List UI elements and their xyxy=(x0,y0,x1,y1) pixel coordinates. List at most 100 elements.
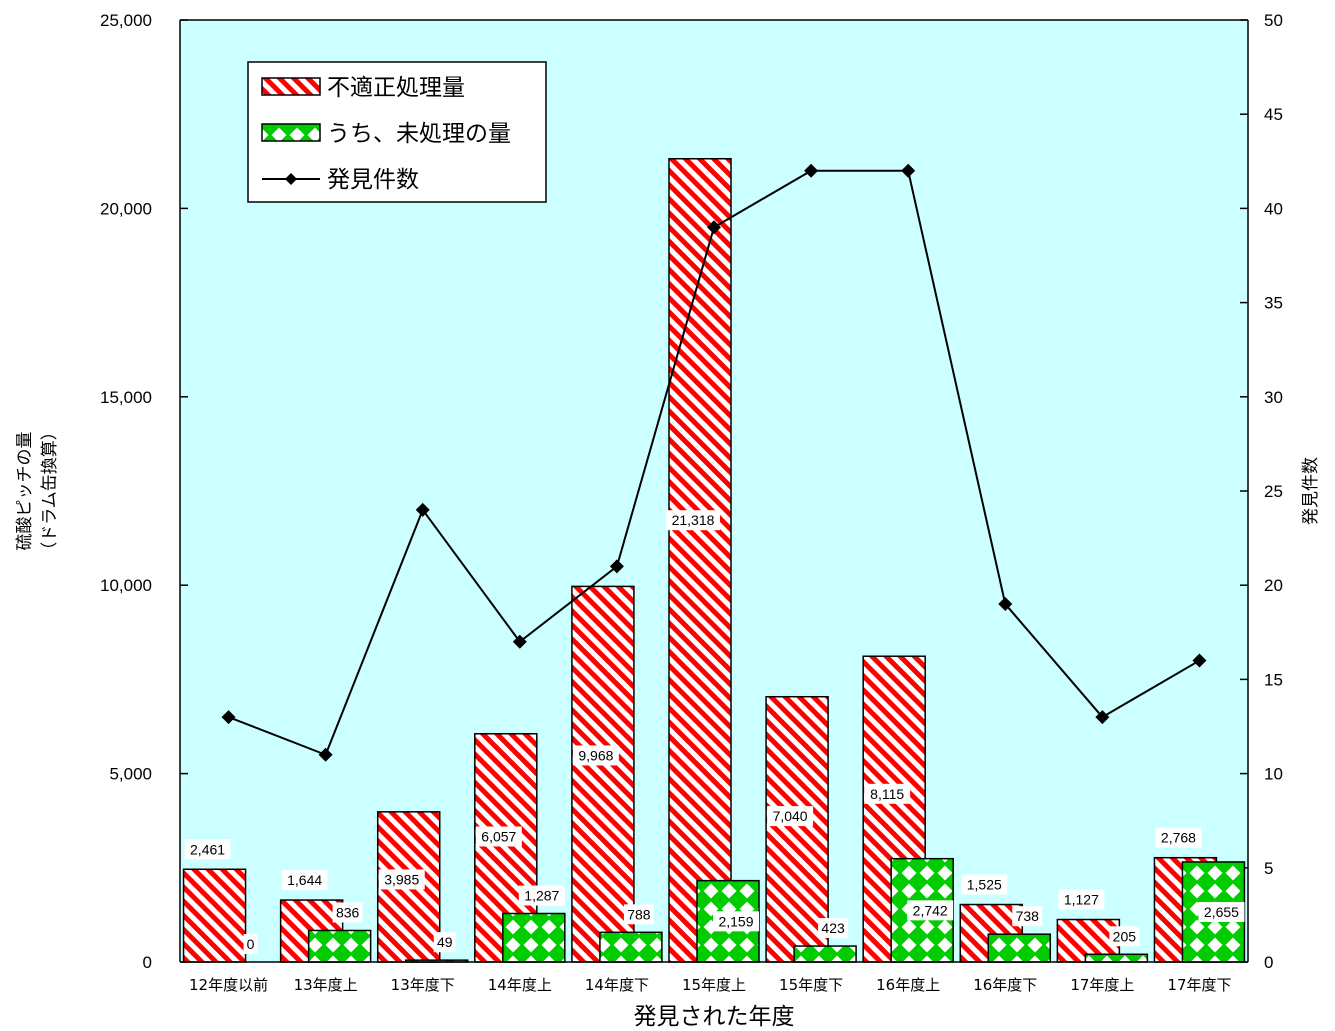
count-point xyxy=(1095,710,1110,725)
left-axis-ticks: 0 5,000 10,000 15,000 20,000 25,000 xyxy=(100,11,188,972)
data-label: 205 xyxy=(1113,928,1137,944)
data-label: 21,318 xyxy=(672,512,715,528)
category-label: 15年度上 xyxy=(682,976,746,994)
count-point xyxy=(415,502,430,517)
legend-diamond-marker xyxy=(285,173,297,185)
legend-label-untreated: うち、未処理の量 xyxy=(327,121,511,147)
count-point xyxy=(901,163,916,178)
data-label: 1,525 xyxy=(967,877,1002,893)
data-label: 9,968 xyxy=(578,747,613,763)
data-label-box xyxy=(281,870,328,891)
bar-untreated xyxy=(502,912,566,963)
right-tick-label: 10 xyxy=(1264,765,1283,784)
right-tick-label: 15 xyxy=(1264,670,1283,689)
count-point xyxy=(707,220,721,235)
data-label-box xyxy=(1155,827,1202,848)
category-label: 14年度上 xyxy=(488,976,552,994)
data-label-box xyxy=(907,900,954,921)
y2-axis-title: 発見件数 xyxy=(1301,457,1321,525)
data-label-box xyxy=(433,932,456,953)
count-point xyxy=(1192,653,1207,668)
count-point xyxy=(221,710,236,725)
count-point xyxy=(318,747,333,762)
category-label: 13年度上 xyxy=(294,976,358,994)
data-label-box xyxy=(767,806,814,827)
data-label: 6,057 xyxy=(481,828,516,844)
data-label-box xyxy=(518,885,565,906)
y-axis-title: 硫酸ピッチの量 xyxy=(15,432,35,551)
y-axis-subtitle: （ドラム缶換算） xyxy=(40,423,60,559)
right-tick-label: 5 xyxy=(1264,859,1273,878)
count-point xyxy=(609,559,624,574)
right-tick-label: 45 xyxy=(1264,105,1283,124)
right-tick-label: 40 xyxy=(1264,199,1283,218)
data-label-box xyxy=(475,826,522,847)
category-label: 17年度下 xyxy=(1167,976,1231,994)
category-labels: 12年度以前 13年度上 13年度下 14年度上 14年度下 15年度上 15年度下 16年度… xyxy=(189,976,1232,994)
data-label-box xyxy=(864,783,911,804)
bar-total xyxy=(571,585,635,963)
left-tick-label: 15,000 xyxy=(100,388,152,407)
count-point xyxy=(512,634,527,649)
category-label: 17年度上 xyxy=(1070,976,1134,994)
x-axis-title: 発見された年度 xyxy=(634,1004,795,1030)
data-label-box xyxy=(713,911,759,932)
data-label-box xyxy=(961,874,1008,895)
right-tick-label: 0 xyxy=(1264,953,1273,972)
right-tick-label: 20 xyxy=(1264,576,1283,595)
left-tick-label: 5,000 xyxy=(109,765,152,784)
left-tick-label: 10,000 xyxy=(100,576,152,595)
data-label-box xyxy=(184,839,231,860)
legend-label-count: 発見件数 xyxy=(327,167,419,193)
legend-swatch-stripes xyxy=(261,77,321,96)
data-label: 49 xyxy=(437,934,453,950)
data-label-box xyxy=(1058,889,1105,910)
data-label: 738 xyxy=(1016,908,1040,924)
data-label-box xyxy=(623,904,654,925)
category-label: 14年度下 xyxy=(585,976,649,994)
left-tick-label: 25,000 xyxy=(100,11,152,30)
right-tick-label: 35 xyxy=(1264,294,1283,313)
data-label: 2,655 xyxy=(1204,904,1239,920)
bar-total xyxy=(182,868,247,963)
bar-total xyxy=(765,695,829,963)
count-point xyxy=(804,163,819,178)
data-label: 2,768 xyxy=(1161,830,1196,846)
data-label: 2,159 xyxy=(718,913,753,929)
data-label: 788 xyxy=(627,906,651,922)
data-label-box xyxy=(666,510,720,531)
left-tick-label: 0 xyxy=(143,953,152,972)
bar-untreated xyxy=(793,945,857,963)
data-label: 423 xyxy=(821,920,845,936)
data-label: 0 xyxy=(247,936,255,952)
category-label: 16年度上 xyxy=(876,976,940,994)
category-label: 15年度下 xyxy=(779,976,843,994)
data-label: 1,644 xyxy=(287,872,322,888)
data-label: 2,742 xyxy=(913,902,948,918)
data-label-box xyxy=(1012,906,1043,927)
count-point xyxy=(998,597,1013,612)
data-label: 2,461 xyxy=(190,841,225,857)
legend-label-total: 不適正処理量 xyxy=(327,75,465,101)
data-label-box xyxy=(378,869,425,890)
data-label: 836 xyxy=(336,904,360,920)
data-label-box xyxy=(332,902,363,923)
data-label: 3,985 xyxy=(384,871,419,887)
right-axis-ticks: 0 5 10 15 20 25 30 35 40 45 50 xyxy=(1240,11,1283,972)
data-label-box xyxy=(1109,926,1140,947)
legend-swatch-checker xyxy=(261,123,321,142)
data-label-box xyxy=(818,918,849,939)
right-tick-label: 50 xyxy=(1264,11,1283,30)
category-label: 12年度以前 xyxy=(189,976,268,994)
data-label: 1,127 xyxy=(1064,892,1099,908)
bar-untreated xyxy=(1084,953,1149,963)
bar-untreated xyxy=(987,933,1052,963)
data-label-box xyxy=(243,934,258,954)
data-labels: 2,461 0 1,644 836 3,985 49 6,057 1,287 9,968 788 2… xyxy=(184,510,1245,954)
bar-total xyxy=(668,157,732,963)
count-line xyxy=(221,163,1207,762)
data-label: 8,115 xyxy=(870,786,904,802)
category-label: 13年度下 xyxy=(391,976,455,994)
data-label: 1,287 xyxy=(524,888,559,904)
